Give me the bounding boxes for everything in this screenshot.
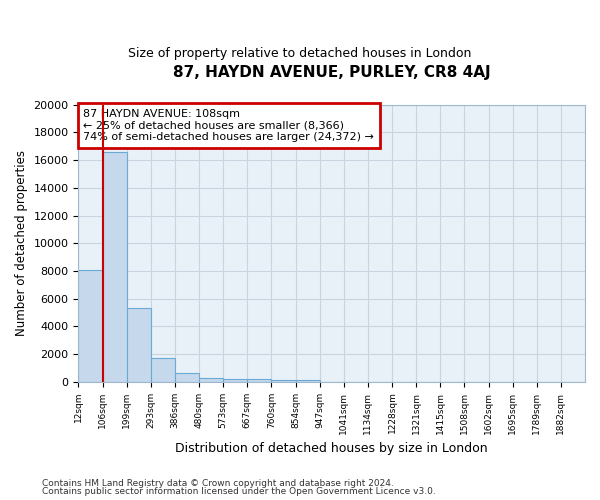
Text: Contains HM Land Registry data © Crown copyright and database right 2024.: Contains HM Land Registry data © Crown c… [42,478,394,488]
Y-axis label: Number of detached properties: Number of detached properties [15,150,28,336]
Bar [151,358,175,382]
Text: Contains public sector information licensed under the Open Government Licence v3: Contains public sector information licen… [42,487,436,496]
Bar [199,378,223,382]
Text: 87 HAYDN AVENUE: 108sqm
← 25% of detached houses are smaller (8,366)
74% of semi: 87 HAYDN AVENUE: 108sqm ← 25% of detache… [83,109,374,142]
Bar [127,308,151,382]
Title: 87, HAYDN AVENUE, PURLEY, CR8 4AJ: 87, HAYDN AVENUE, PURLEY, CR8 4AJ [173,65,491,80]
Bar [271,380,296,382]
Bar [79,270,103,382]
Text: Size of property relative to detached houses in London: Size of property relative to detached ho… [128,48,472,60]
Bar [223,379,247,382]
Bar [175,373,199,382]
Bar [103,152,127,382]
X-axis label: Distribution of detached houses by size in London: Distribution of detached houses by size … [175,442,488,455]
Bar [247,380,271,382]
Bar [296,380,320,382]
